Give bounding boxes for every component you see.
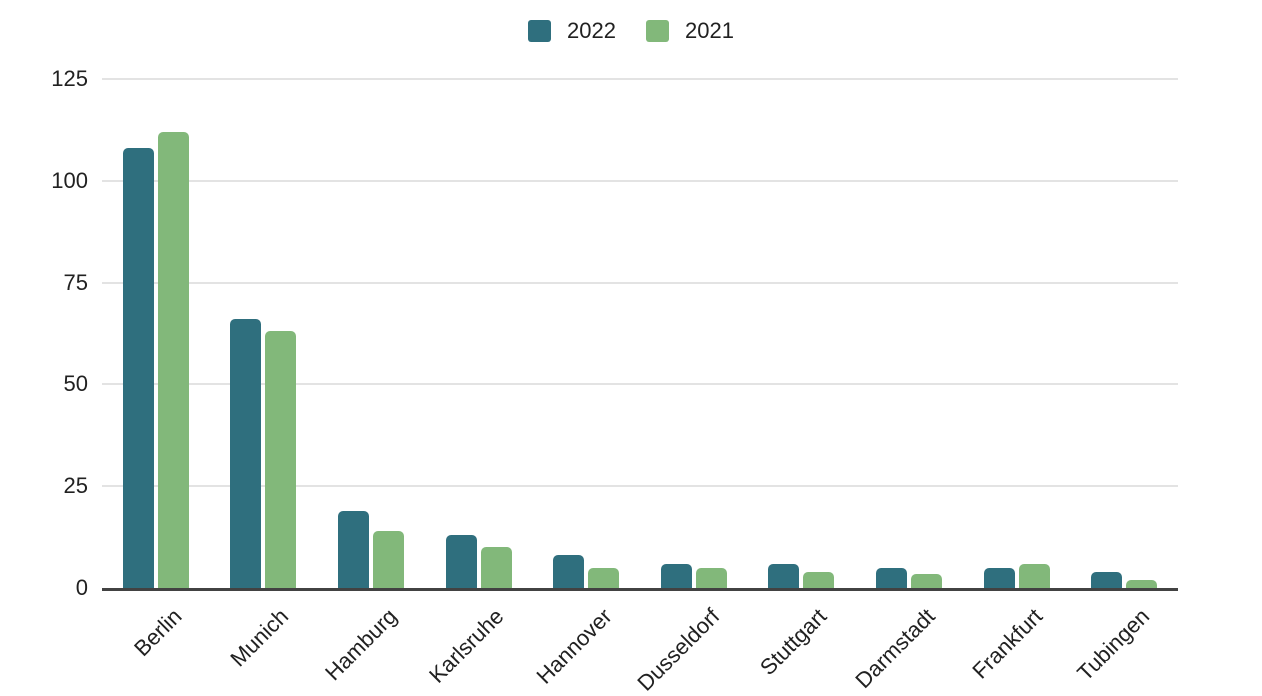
bar-stuttgart-2022[interactable] [768, 563, 800, 588]
x-label-frankfurt: Frankfurt [966, 603, 1047, 684]
bar-frankfurt-2021[interactable] [1018, 563, 1050, 588]
legend-label: 2021 [685, 18, 734, 43]
bar-berlin-2021[interactable] [157, 131, 189, 588]
bar-karlsruhe-2021[interactable] [480, 547, 512, 588]
y-tick-label-125: 125 [51, 66, 88, 91]
bar-groups [102, 79, 1178, 588]
legend-label: 2022 [567, 18, 616, 43]
bar-group-hannover [532, 79, 640, 588]
y-tick-label-50: 50 [63, 371, 88, 397]
x-label-hannover: Hannover [531, 603, 617, 689]
y-tick-label-0: 0 [75, 575, 88, 600]
gridline-50 [102, 383, 1178, 386]
legend-swatch-2021 [646, 20, 669, 42]
gridline-125 [102, 78, 1178, 80]
legend-swatch-2022 [528, 20, 552, 42]
x-label-stuttgart: Stuttgart [755, 603, 832, 681]
bar-group-darmstadt [855, 79, 963, 588]
gridline-100 [102, 179, 1178, 182]
x-label-dusseldorf: Dusseldorf [632, 603, 725, 696]
y-tick-label-25: 25 [63, 473, 88, 499]
x-axis-labels: Berlin Munich Hamburg Karlsruhe Hannover Duss… [102, 591, 1178, 696]
legend-item-2022[interactable]: 2022 [528, 18, 616, 44]
y-tick-label-75: 75 [63, 269, 88, 295]
bar-stuttgart-2021[interactable] [803, 571, 835, 588]
bar-munich-2022[interactable] [230, 319, 262, 588]
bar-group-hamburg [317, 79, 425, 588]
y-axis: 0 25 50 75 100 125 [0, 68, 88, 599]
x-label-hamburg: Hamburg [319, 603, 402, 686]
bar-group-berlin [102, 79, 210, 588]
bar-karlsruhe-2022[interactable] [445, 535, 477, 588]
bar-tubingen-2022[interactable] [1091, 571, 1123, 588]
legend-item-2021[interactable]: 2021 [646, 18, 734, 44]
x-label-berlin: Berlin [128, 603, 187, 662]
bar-group-tubingen [1070, 79, 1178, 588]
plot-area [102, 78, 1178, 591]
bar-berlin-2022[interactable] [122, 148, 154, 588]
bar-darmstadt-2021[interactable] [910, 573, 942, 588]
bar-munich-2021[interactable] [265, 331, 297, 588]
bar-group-dusseldorf [640, 79, 748, 588]
y-tick-label-100: 100 [51, 167, 88, 193]
bar-dusseldorf-2021[interactable] [695, 567, 727, 588]
gridline-75 [102, 281, 1178, 284]
bar-group-karlsruhe [425, 79, 533, 588]
bar-hannover-2022[interactable] [553, 555, 585, 588]
x-label-munich: Munich [225, 603, 294, 672]
bar-group-stuttgart [748, 79, 856, 588]
bar-group-munich [210, 79, 318, 588]
bar-darmstadt-2022[interactable] [875, 567, 907, 588]
bar-dusseldorf-2022[interactable] [660, 563, 692, 588]
gridline-25 [102, 485, 1178, 488]
bar-tubingen-2021[interactable] [1126, 579, 1158, 588]
bar-frankfurt-2022[interactable] [983, 567, 1015, 588]
bar-hannover-2021[interactable] [588, 567, 620, 588]
x-label-karlsruhe: Karlsruhe [424, 603, 509, 688]
chart-legend: 2022 2021 [0, 18, 1262, 44]
bar-hamburg-2021[interactable] [372, 531, 404, 588]
x-label-tubingen: Tubingen [1072, 603, 1155, 686]
x-label-darmstadt: Darmstadt [849, 603, 940, 694]
bar-hamburg-2022[interactable] [337, 510, 369, 588]
bar-group-frankfurt [963, 79, 1071, 588]
